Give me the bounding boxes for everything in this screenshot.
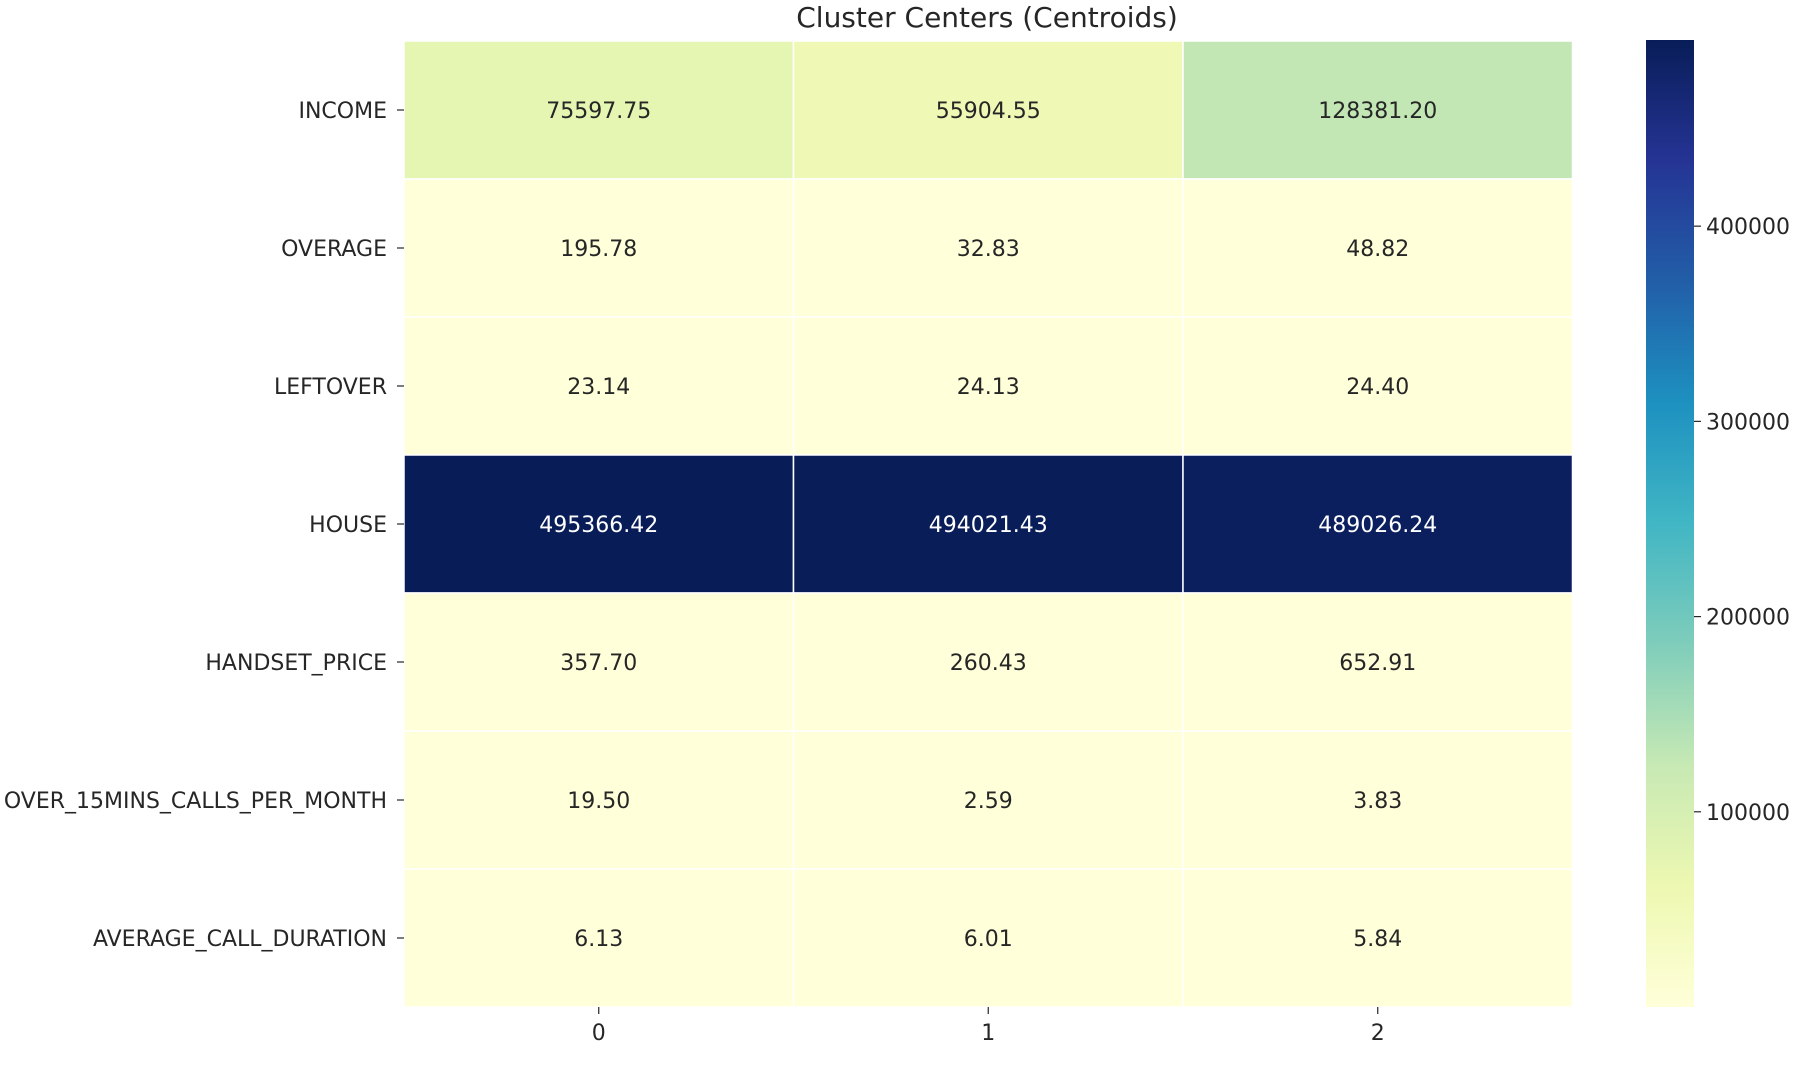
y-tick-label: OVERAGE <box>281 237 387 262</box>
colorbar-gradient <box>1646 40 1694 1007</box>
heatmap-cell <box>1182 592 1574 732</box>
cell-value-label: 23.14 <box>567 375 630 400</box>
cell-value-label: 75597.75 <box>546 99 651 124</box>
x-tick-label: 1 <box>981 1021 995 1046</box>
cell-value-label: 260.43 <box>950 651 1027 676</box>
cell-value-label: 5.84 <box>1353 927 1402 952</box>
cell-value-label: 128381.20 <box>1318 99 1437 124</box>
heatmap-cell <box>1182 454 1574 594</box>
cell-value-label: 6.13 <box>574 927 623 952</box>
y-tick-label: HOUSE <box>309 513 387 538</box>
cell-value-label: 357.70 <box>560 651 637 676</box>
colorbar-tick-label: 300000 <box>1706 410 1790 435</box>
heatmap-cell <box>403 868 795 1008</box>
heatmap-cell <box>1182 178 1574 318</box>
colorbar-ticks: 100000 200000 300000 400000 <box>1694 215 1790 826</box>
y-axis: INCOME OVERAGE LEFTOVER HOUSE HANDSET_PRICE O… <box>4 99 404 952</box>
heatmap-cell <box>403 178 795 318</box>
heatmap-cell <box>403 40 795 180</box>
cell-value-label: 55904.55 <box>936 99 1041 124</box>
cell-value-label: 195.78 <box>560 237 637 262</box>
colorbar-tick-label: 100000 <box>1706 801 1790 826</box>
y-tick-label: INCOME <box>298 99 387 124</box>
cell-value-label: 24.40 <box>1346 375 1409 400</box>
heatmap-cell <box>792 316 1184 456</box>
cell-value-label: 32.83 <box>957 237 1020 262</box>
heatmap-cell <box>1182 730 1574 870</box>
cell-value-label: 2.59 <box>964 789 1013 814</box>
y-tick-label: HANDSET_PRICE <box>205 651 387 676</box>
cell-value-label: 489026.24 <box>1318 513 1437 538</box>
heatmap-cell <box>792 178 1184 318</box>
heatmap-cell <box>403 454 795 594</box>
cell-value-label: 494021.43 <box>929 513 1048 538</box>
heatmap-cell <box>403 592 795 732</box>
heatmap-cell <box>792 40 1184 180</box>
heatmap-cell <box>792 868 1184 1008</box>
heatmap-cells: 75597.75 55904.55 128381.20 195.78 32.83 48.8… <box>403 40 1574 1008</box>
x-axis: 0 1 2 <box>592 1007 1385 1046</box>
chart-title: Cluster Centers (Centroids) <box>796 1 1178 34</box>
heatmap-cell <box>1182 868 1574 1008</box>
cell-value-label: 19.50 <box>567 789 630 814</box>
heatmap-cell <box>792 730 1184 870</box>
x-tick-label: 0 <box>592 1021 606 1046</box>
cell-value-label: 48.82 <box>1346 237 1409 262</box>
y-tick-label: AVERAGE_CALL_DURATION <box>93 927 387 952</box>
heatmap-cell <box>792 592 1184 732</box>
cell-value-label: 652.91 <box>1339 651 1416 676</box>
y-tick-label: LEFTOVER <box>274 375 387 400</box>
cell-value-label: 3.83 <box>1353 789 1402 814</box>
colorbar: 100000 200000 300000 400000 <box>1646 40 1790 1007</box>
colorbar-tick-label: 200000 <box>1706 606 1790 631</box>
y-tick-label: OVER_15MINS_CALLS_PER_MONTH <box>4 789 387 814</box>
cell-value-label: 6.01 <box>964 927 1013 952</box>
x-tick-label: 2 <box>1371 1021 1385 1046</box>
cell-value-label: 495366.42 <box>539 513 658 538</box>
colorbar-tick-label: 400000 <box>1706 215 1790 240</box>
heatmap-cell <box>1182 40 1574 180</box>
cell-value-label: 24.13 <box>957 375 1020 400</box>
